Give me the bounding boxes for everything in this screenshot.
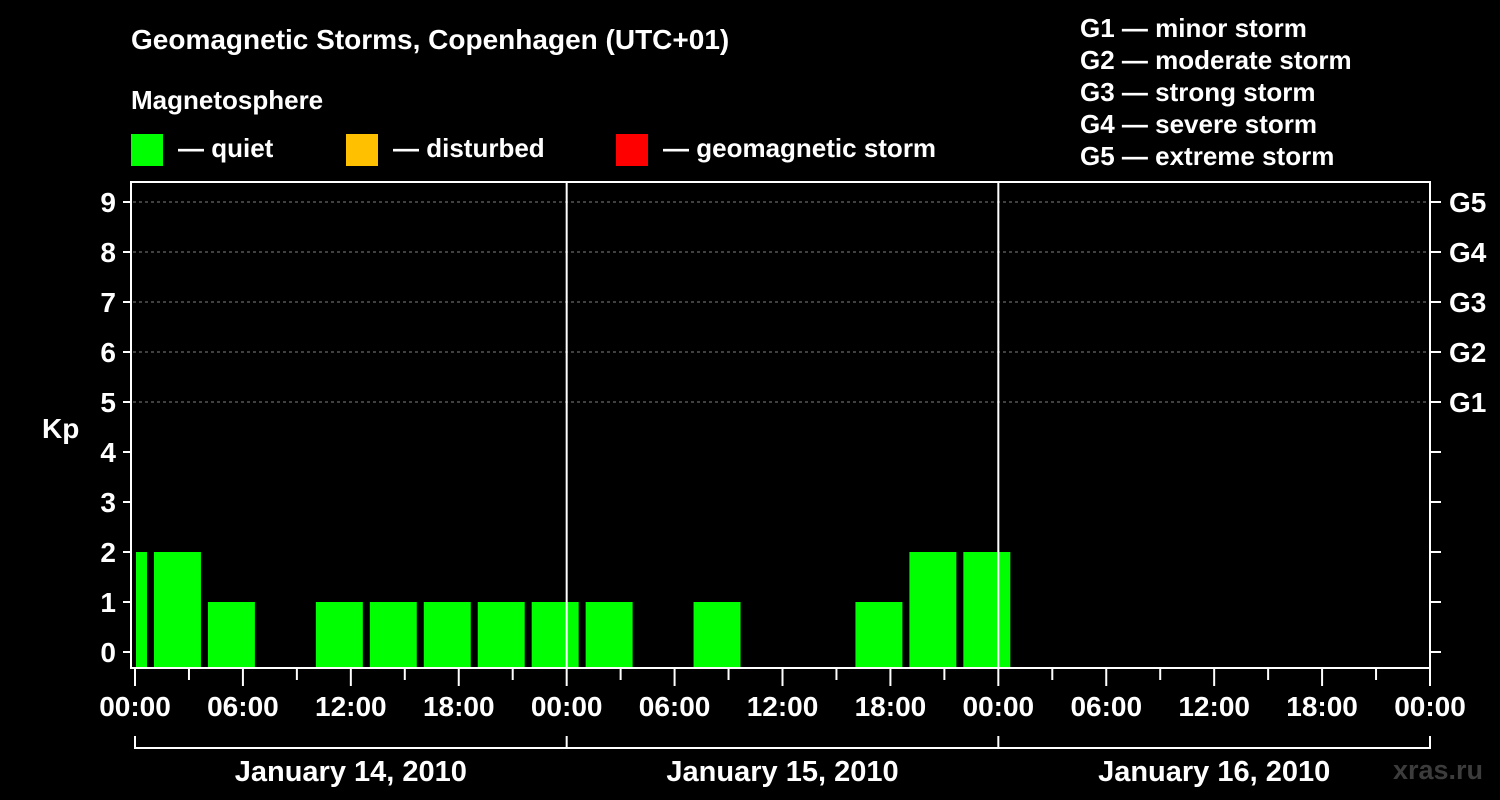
- chart-subtitle: Magnetosphere: [131, 85, 323, 115]
- storm-level-label: G5: [1449, 187, 1486, 218]
- x-tick-label: 00:00: [1394, 691, 1466, 722]
- legend-label-disturbed: — disturbed: [393, 133, 545, 163]
- kp-bar: [963, 552, 1011, 667]
- chart-title: Geomagnetic Storms, Copenhagen (UTC+01): [131, 24, 729, 55]
- y-tick-label: 0: [100, 637, 116, 668]
- date-label: January 14, 2010: [235, 756, 467, 788]
- storm-scale-legend: G1 — minor storm G2 — moderate storm G3 …: [1080, 13, 1352, 171]
- x-axis-ticks: 00:00 06:00 12:00 18:00 00:00 06:00 12:00 18:00…: [99, 668, 1466, 722]
- plot-frame: [130, 181, 1431, 669]
- y-tick-label: 5: [100, 387, 116, 418]
- storm-scale-g3: G3 — strong storm: [1080, 77, 1315, 107]
- y-tick-label: 8: [100, 237, 116, 268]
- y-axis-label: Kp: [42, 413, 79, 444]
- x-tick-label: 06:00: [207, 691, 279, 722]
- y-tick-label: 4: [100, 437, 116, 468]
- legend-label-storm: — geomagnetic storm: [663, 133, 936, 163]
- legend-label-quiet: — quiet: [178, 133, 274, 163]
- y-tick-label: 9: [100, 187, 116, 218]
- x-tick-label: 18:00: [855, 691, 927, 722]
- x-tick-label: 06:00: [1070, 691, 1142, 722]
- storm-scale-g1: G1 — minor storm: [1080, 13, 1307, 43]
- storm-scale-g2: G2 — moderate storm: [1080, 45, 1352, 75]
- storm-level-label: G3: [1449, 287, 1486, 318]
- kp-bar: [531, 602, 579, 667]
- kp-bar: [855, 602, 903, 667]
- x-tick-label: 06:00: [639, 691, 711, 722]
- kp-bar: [153, 552, 201, 667]
- kp-bar: [909, 552, 957, 667]
- y-tick-label: 2: [100, 537, 116, 568]
- y-tick-label: 6: [100, 337, 116, 368]
- bars: [136, 552, 1011, 667]
- day-dividers: [565, 182, 1000, 668]
- legend-swatch-storm: [616, 134, 648, 166]
- grid: [133, 201, 1428, 403]
- color-legend: — quiet — disturbed — geomagnetic storm: [131, 133, 936, 166]
- x-tick-label: 00:00: [531, 691, 603, 722]
- legend-swatch-disturbed: [346, 134, 378, 166]
- x-tick-label: 12:00: [315, 691, 387, 722]
- y-tick-label: 3: [100, 487, 116, 518]
- x-tick-label: 00:00: [963, 691, 1035, 722]
- legend-swatch-quiet: [131, 134, 163, 166]
- x-tick-label: 00:00: [99, 691, 171, 722]
- date-label: January 15, 2010: [666, 756, 898, 788]
- y-tick-label: 1: [100, 587, 116, 618]
- kp-bar: [585, 602, 633, 667]
- kp-bar: [136, 552, 147, 667]
- kp-bar: [423, 602, 471, 667]
- kp-bar: [315, 602, 363, 667]
- kp-bar: [693, 602, 741, 667]
- date-label: January 16, 2010: [1098, 756, 1330, 788]
- kp-bar: [477, 602, 525, 667]
- date-axis: January 14, 2010 January 15, 2010 January …: [134, 736, 1431, 788]
- y-tick-label: 7: [100, 287, 116, 318]
- storm-level-ticks: G1 G2 G3 G4 G5: [1430, 187, 1487, 653]
- storm-scale-g5: G5 — extreme storm: [1080, 141, 1334, 171]
- x-tick-label: 18:00: [423, 691, 495, 722]
- watermark: xras.ru: [1393, 755, 1483, 785]
- kp-bar: [207, 602, 255, 667]
- y-axis-ticks: 0 1 2 3 4 5 6 7 8 9: [100, 187, 131, 668]
- kp-bar: [369, 602, 417, 667]
- x-tick-label: 18:00: [1286, 691, 1358, 722]
- x-tick-label: 12:00: [1178, 691, 1250, 722]
- storm-level-label: G2: [1449, 337, 1486, 368]
- storm-scale-g4: G4 — severe storm: [1080, 109, 1317, 139]
- storm-level-label: G1: [1449, 387, 1486, 418]
- x-tick-label: 12:00: [747, 691, 819, 722]
- storm-level-label: G4: [1449, 237, 1487, 268]
